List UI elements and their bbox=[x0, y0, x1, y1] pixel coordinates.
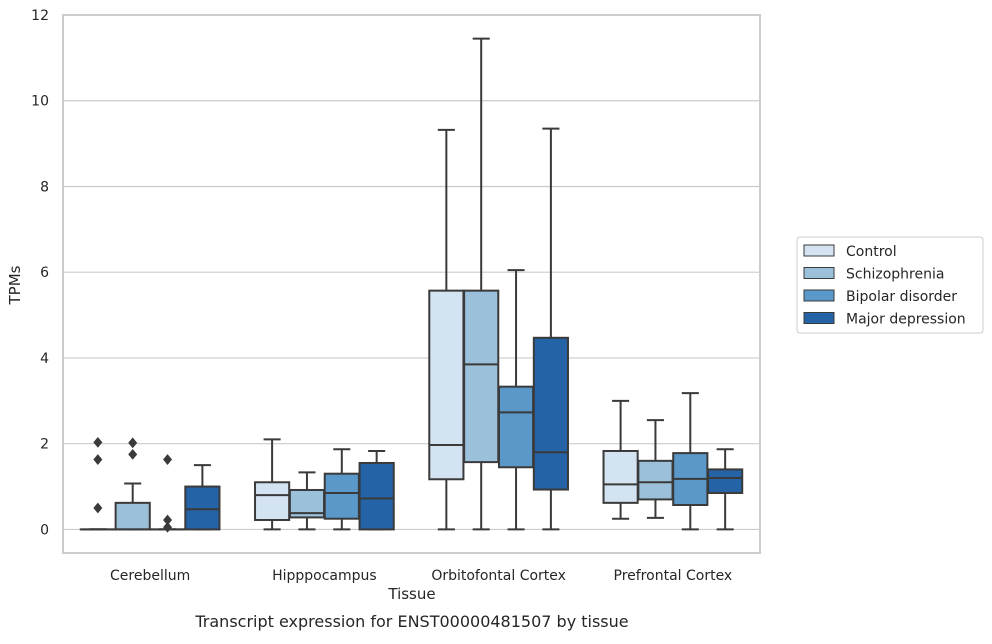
box-hipppocampus-bipolar-disorder bbox=[325, 449, 359, 529]
chart-caption: Transcript expression for ENST0000048150… bbox=[194, 612, 628, 631]
box-rect bbox=[534, 338, 568, 490]
box-rect bbox=[325, 474, 359, 519]
box-orbitofontal-cortex-bipolar-disorder bbox=[499, 270, 533, 529]
outlier-point bbox=[93, 437, 102, 448]
legend-label: Schizophrenia bbox=[846, 267, 944, 283]
box-prefrontal-cortex-bipolar-disorder bbox=[673, 393, 707, 529]
box-rect bbox=[464, 291, 498, 462]
outlier-point bbox=[93, 503, 102, 514]
box-prefrontal-cortex-schizophrenia bbox=[638, 420, 672, 518]
box-orbitofontal-cortex-control bbox=[429, 130, 463, 530]
box-cerebellum-control bbox=[81, 437, 115, 529]
y-tick-label: 4 bbox=[40, 351, 49, 367]
box-orbitofontal-cortex-major-depression bbox=[534, 129, 568, 530]
box-rect bbox=[604, 451, 638, 503]
box-rect bbox=[429, 291, 463, 480]
legend-label: Major depression bbox=[846, 312, 966, 328]
x-tick-labels: Cerebellum Hipppocampus Orbitofontal Corte… bbox=[110, 568, 732, 584]
box-hipppocampus-schizophrenia bbox=[290, 472, 324, 529]
x-tick-label: Prefrontal Cortex bbox=[614, 568, 733, 584]
box-rect bbox=[255, 482, 289, 520]
x-tick-label: Cerebellum bbox=[110, 568, 190, 584]
box-cerebellum-major-depression bbox=[185, 465, 219, 529]
box-hipppocampus-major-depression bbox=[360, 451, 394, 529]
legend-swatch bbox=[804, 268, 834, 279]
box-prefrontal-cortex-control bbox=[604, 401, 638, 519]
box-rect bbox=[360, 463, 394, 529]
box-hipppocampus-control bbox=[255, 439, 289, 529]
box-rect bbox=[708, 469, 742, 493]
legend-label: Control bbox=[846, 244, 897, 260]
outlier-point bbox=[128, 437, 137, 448]
x-tick-label: Hipppocampus bbox=[272, 568, 377, 584]
outlier-point bbox=[93, 454, 102, 465]
box-orbitofontal-cortex-schizophrenia bbox=[464, 39, 498, 530]
y-tick-label: 6 bbox=[40, 265, 49, 281]
box-rect bbox=[638, 461, 672, 500]
outlier-point bbox=[163, 454, 172, 465]
box-cerebellum-bipolar-disorder bbox=[150, 454, 184, 533]
y-axis-label: TPMs bbox=[6, 265, 24, 305]
y-tick-label: 2 bbox=[40, 437, 49, 453]
box-layer bbox=[81, 39, 742, 533]
box-prefrontal-cortex-major-depression bbox=[708, 449, 742, 529]
box-cerebellum-schizophrenia bbox=[116, 437, 150, 529]
box-rect bbox=[116, 503, 150, 530]
x-axis-label: Tissue bbox=[387, 585, 435, 603]
outlier-point bbox=[163, 515, 172, 526]
legend-swatch bbox=[804, 245, 834, 256]
legend-label: Bipolar disorder bbox=[846, 289, 957, 305]
y-tick-label: 12 bbox=[31, 8, 49, 24]
box-rect bbox=[499, 387, 533, 468]
y-tick-label: 10 bbox=[31, 94, 49, 110]
legend: Control Schizophrenia Bipolar disorder Majo… bbox=[797, 237, 983, 333]
outlier-point bbox=[128, 449, 137, 460]
y-tick-label: 8 bbox=[40, 179, 49, 195]
x-tick-label: Orbitofontal Cortex bbox=[431, 568, 566, 584]
y-tick-label: 0 bbox=[40, 522, 49, 538]
box-rect bbox=[185, 487, 219, 530]
legend-swatch bbox=[804, 313, 834, 324]
legend-swatch bbox=[804, 290, 834, 301]
y-tick-labels: 0 2 4 6 8 10 12 bbox=[31, 8, 49, 538]
